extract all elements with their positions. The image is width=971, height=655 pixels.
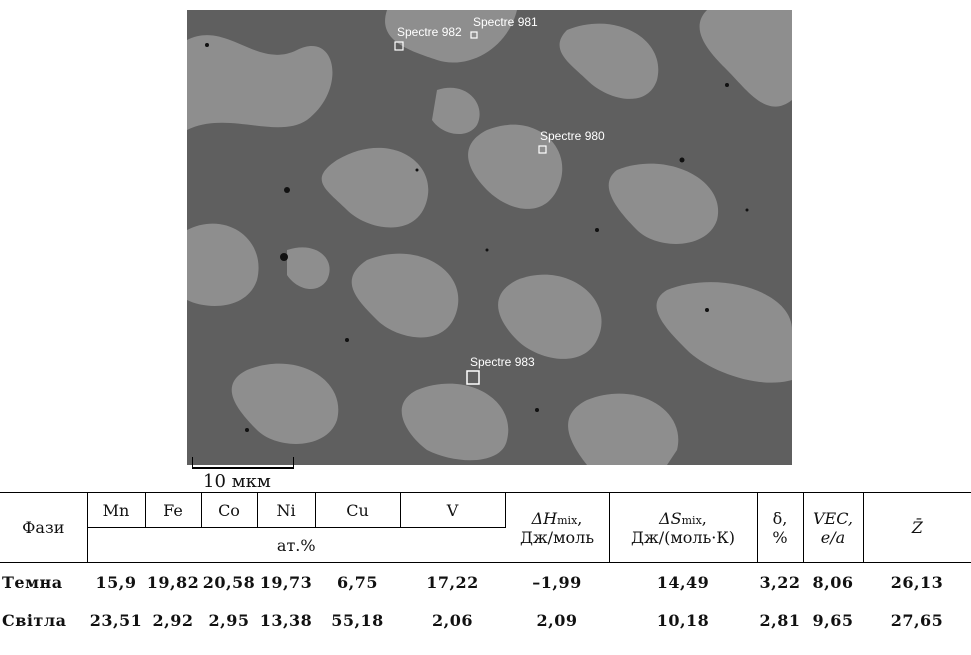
value-cell: 9,65: [812, 610, 854, 630]
value-cell: 19,73: [259, 572, 313, 592]
micrograph-svg: Spectre 982 Spectre 981 Spectre 980 Spec…: [187, 10, 792, 465]
spectre-983-label: Spectre 983: [470, 355, 535, 369]
value-cell: 17,22: [426, 572, 479, 592]
dh-symbol: ΔHmix,: [531, 508, 583, 528]
header-fe: Fe: [145, 492, 202, 528]
header-cu: Cu: [315, 492, 401, 528]
value-cell: –1,99: [532, 572, 582, 592]
value-cell: 2,95: [208, 610, 250, 630]
phase-cell: Темна: [2, 572, 63, 592]
table-row: Світла 23,51 2,92 2,95 13,38 55,18 2,06 …: [0, 601, 971, 639]
composition-table: Фази Mn Fe Co Ni Cu V ΔHmix, Дж/моль ΔSm…: [0, 492, 971, 639]
value-cell: 15,9: [95, 572, 137, 592]
value-cell: 13,38: [259, 610, 313, 630]
ds-symbol: ΔSmix,: [659, 508, 707, 528]
header-mn: Mn: [87, 492, 146, 528]
value-cell: 2,09: [536, 610, 578, 630]
header-delta: δ,%: [757, 492, 804, 563]
unit-at-percent: ат.%: [276, 535, 316, 555]
spectre-982-marker: [394, 41, 404, 51]
header-dh: ΔHmix, Дж/моль: [505, 492, 610, 563]
header-ni: Ni: [257, 492, 316, 528]
spectre-983-marker: [466, 370, 480, 385]
spectra-markers: Spectre 982 Spectre 981 Spectre 980 Spec…: [394, 15, 605, 385]
sem-micrograph: Spectre 982 Spectre 981 Spectre 980 Spec…: [187, 10, 792, 465]
value-cell: 2,81: [759, 610, 801, 630]
value-cell: 14,49: [656, 572, 710, 592]
header-co: Co: [201, 492, 258, 528]
header-z: Z̄: [911, 518, 923, 537]
value-cell: 26,13: [890, 572, 944, 592]
phase-cell: Світла: [2, 610, 67, 630]
spectre-981-marker: [470, 31, 478, 39]
value-cell: 23,51: [89, 610, 143, 630]
spectre-982-label: Spectre 982: [397, 25, 462, 39]
value-cell: 20,58: [202, 572, 256, 592]
value-cell: 3,22: [759, 572, 801, 592]
spectre-980-marker: [538, 145, 547, 154]
value-cell: 10,18: [656, 610, 710, 630]
table-body: Темна 15,9 19,82 20,58 19,73 6,75 17,22 …: [0, 563, 971, 640]
table-header: Фази Mn Fe Co Ni Cu V ΔHmix, Дж/моль ΔSm…: [0, 492, 971, 563]
spectre-981-label: Spectre 981: [473, 15, 538, 29]
scale-bar-label: 10 мкм: [203, 471, 271, 492]
value-cell: 8,06: [812, 572, 854, 592]
value-cell: 55,18: [331, 610, 384, 630]
dh-unit: Дж/моль: [519, 527, 595, 547]
header-v: V: [400, 492, 506, 528]
light-phase: [187, 10, 792, 465]
scale-bar: [192, 457, 294, 469]
header-ds: ΔSmix, Дж/(моль·К): [609, 492, 758, 563]
ds-unit: Дж/(моль·К): [630, 527, 736, 547]
value-cell: 19,82: [146, 572, 200, 592]
value-cell: 27,65: [890, 610, 944, 630]
header-vec: VEC, e/a: [803, 492, 864, 563]
value-cell: 2,06: [432, 610, 473, 630]
phase-header: Фази: [0, 492, 88, 563]
spectre-980-label: Spectre 980: [540, 129, 605, 143]
pores: [205, 43, 749, 432]
value-cell: 2,92: [152, 610, 194, 630]
table-row: Темна 15,9 19,82 20,58 19,73 6,75 17,22 …: [0, 563, 971, 602]
value-cell: 6,75: [337, 572, 378, 592]
